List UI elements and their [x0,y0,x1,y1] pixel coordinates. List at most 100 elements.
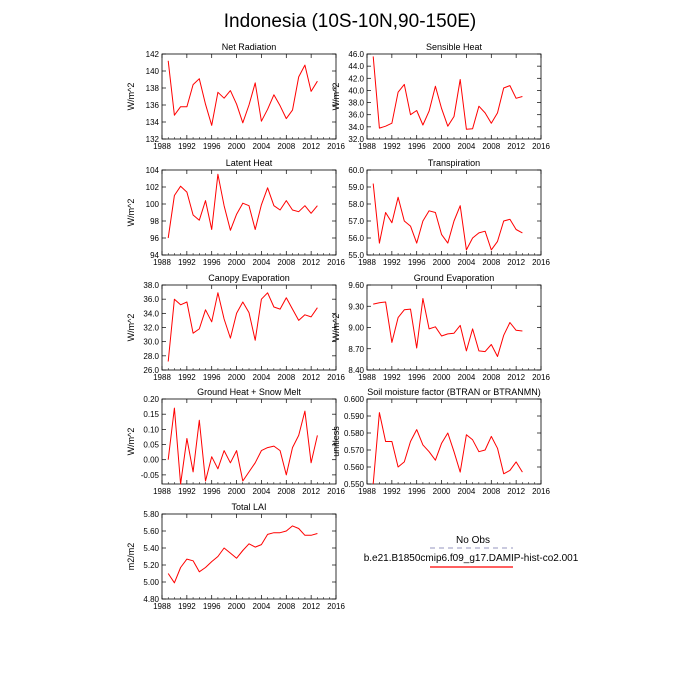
y-tick-label: -0.05 [141,471,160,480]
panel-title: Ground Heat + Snow Melt [197,387,301,397]
y-tick-label: 98 [150,217,159,226]
x-tick-label: 2008 [277,602,295,611]
legend-entry-label-model: b.e21.B1850cmip6.f09_g17.DAMIP-hist-co2.… [364,553,579,564]
y-axis-label: W/m^2 [126,428,136,456]
plot-frame [161,53,337,140]
x-tick-label: 1992 [383,258,401,267]
y-tick-label: 34.0 [348,123,364,132]
x-tick-label: 1996 [203,373,221,382]
y-tick-label: 94 [150,251,159,260]
x-tick-label: 2004 [458,487,476,496]
y-tick-label: 58.0 [348,200,364,209]
legend-entry-label-obs: No Obs [456,535,490,546]
panel-transpiration: Transpiration 1988 1992 1996 2000 2004 2008 201… [348,158,550,267]
x-tick-label: 2000 [433,258,451,267]
x-tick-label: 2012 [507,258,525,267]
panel-title: Total LAI [231,502,266,512]
panel-title: Sensible Heat [426,42,483,52]
series-line-ground-heat-snow-melt [167,407,318,485]
y-tick-label: 55.0 [348,251,364,260]
y-tick-label: 0.00 [143,456,159,465]
x-tick-label: 1988 [358,487,376,496]
panel-sensible-heat: Sensible Heat W/m^2 1988 1992 1996 2000 2004 20… [331,42,550,151]
x-tick-label: 2016 [327,602,345,611]
panel-title: Canopy Evaporation [208,273,290,283]
x-tick-label: 2012 [302,487,320,496]
panel-ground-evaporation: Ground Evaporation W/m^2 1988 1992 1996 2000 2… [331,273,550,382]
panel-title: Latent Heat [226,158,273,168]
x-tick-label: 1992 [178,487,196,496]
x-tick-label: 2008 [482,487,500,496]
x-tick-label: 1996 [408,373,426,382]
x-tick-label: 2000 [228,602,246,611]
y-tick-label: 5.60 [143,527,159,536]
panel-title: Net Radiation [222,42,277,52]
y-tick-label: 0.05 [143,441,159,450]
y-tick-label: 46.0 [348,50,364,59]
plot-frame [161,284,337,371]
y-axis-label: W/m^2 [126,83,136,111]
x-tick-label: 1992 [178,142,196,151]
x-tick-label: 2000 [228,487,246,496]
y-tick-label: 0.550 [344,480,365,489]
x-tick-label: 1988 [153,258,171,267]
y-tick-label: 38.0 [143,281,159,290]
y-tick-label: 5.00 [143,578,159,587]
x-tick-label: 1988 [358,142,376,151]
x-tick-label: 2016 [327,258,345,267]
series-line-total-lai [167,525,318,584]
x-tick-label: 2012 [302,602,320,611]
panel-net-radiation: Net Radiation W/m^2 1988 1992 1996 2000 2004 20… [126,42,345,151]
x-tick-label: 1988 [153,602,171,611]
x-tick-label: 2012 [507,142,525,151]
x-tick-label: 1992 [383,142,401,151]
series-line-net-radiation [167,60,318,126]
x-tick-label: 2004 [253,602,271,611]
y-tick-label: 32.0 [348,135,364,144]
y-tick-label: 132 [146,135,160,144]
y-tick-label: 142 [146,50,160,59]
legend: No Obs b.e21.B1850cmip6.f09_g17.DAMIP-hi… [364,535,579,568]
panel-canopy-evaporation: Canopy Evaporation W/m^2 1988 1992 1996 2000 2… [126,273,345,382]
plot-frame [366,398,542,485]
x-tick-label: 1996 [408,258,426,267]
figure-title: Indonesia (10S-10N,90-150E) [224,11,476,32]
x-tick-label: 2000 [433,142,451,151]
x-tick-label: 2008 [482,142,500,151]
y-tick-label: 0.600 [344,395,365,404]
x-tick-label: 2004 [458,373,476,382]
x-tick-label: 1988 [358,373,376,382]
y-tick-label: 40.0 [348,86,364,95]
y-tick-label: 134 [146,118,160,127]
x-tick-label: 2000 [228,373,246,382]
series-line-canopy-evaporation [167,292,318,362]
x-tick-label: 2000 [228,258,246,267]
panel-title: Ground Evaporation [414,273,495,283]
x-tick-label: 1992 [178,258,196,267]
x-tick-label: 2008 [277,373,295,382]
x-tick-label: 1992 [178,602,196,611]
x-tick-label: 1988 [358,258,376,267]
y-tick-label: 138 [146,84,160,93]
y-tick-label: 104 [146,166,160,175]
y-axis-label: unitless [331,426,341,457]
y-tick-label: 38.0 [348,99,364,108]
panel-title: Soil moisture factor (BTRAN or BTRANMN) [367,387,541,397]
x-tick-label: 2000 [433,487,451,496]
x-tick-label: 2016 [327,373,345,382]
x-tick-label: 2004 [458,142,476,151]
y-tick-label: 9.30 [348,302,364,311]
x-tick-label: 2016 [532,258,550,267]
panel-soil-moisture-factor-btran-or-btranmn: Soil moisture factor (BTRAN or BTRANMN) u… [331,387,550,496]
x-tick-label: 2008 [277,142,295,151]
y-tick-label: 5.20 [143,561,159,570]
y-tick-label: 5.80 [143,510,159,519]
y-tick-label: 102 [146,183,160,192]
y-tick-label: 0.20 [143,395,159,404]
x-tick-label: 2008 [482,258,500,267]
x-tick-label: 2016 [532,487,550,496]
x-tick-label: 2016 [532,373,550,382]
x-tick-label: 2016 [327,487,345,496]
x-tick-label: 2008 [277,258,295,267]
y-tick-label: 56.0 [348,234,364,243]
